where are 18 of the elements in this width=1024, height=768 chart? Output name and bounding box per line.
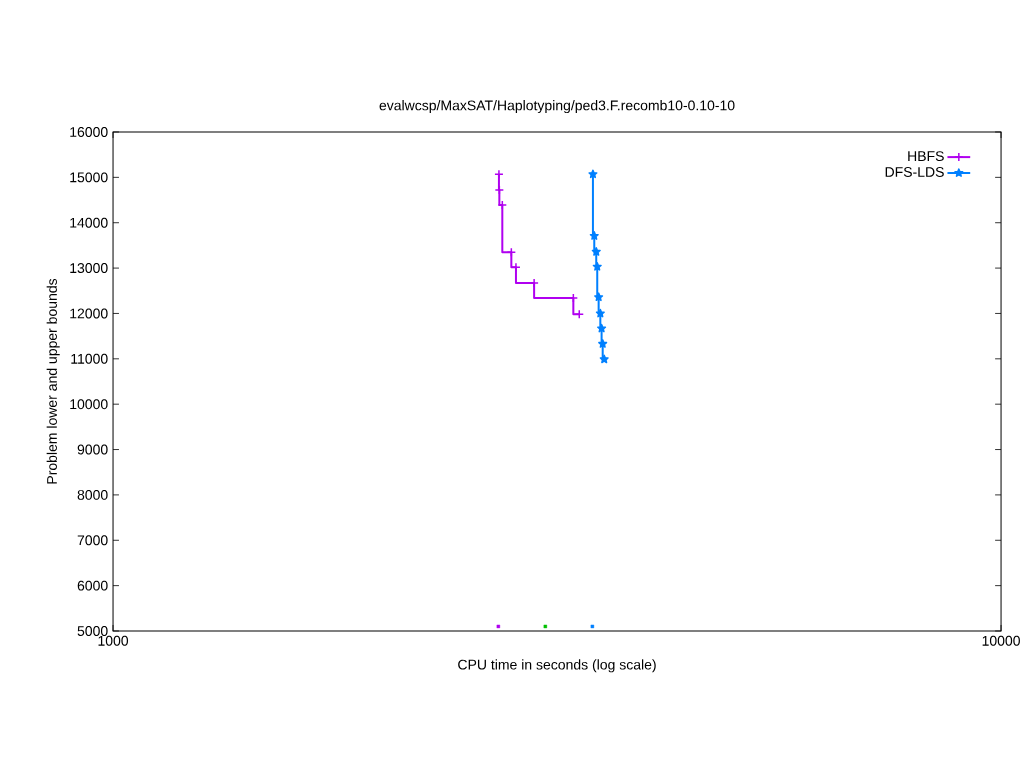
y-tick-label: 10000	[70, 399, 108, 410]
y-tick-label: 12000	[70, 308, 108, 319]
legend-label: DFS-LDS	[885, 167, 944, 177]
x-tick-label: 1000	[98, 635, 129, 646]
y-tick-label: 13000	[70, 263, 108, 274]
y-tick-label: 8000	[77, 489, 108, 500]
legend-label: HBFS	[908, 151, 944, 162]
y-tick-label: 9000	[77, 444, 108, 455]
y-axis-title: Problem lower and upper bounds	[46, 278, 60, 484]
y-tick-label: 6000	[77, 580, 108, 591]
x-axis-title: CPU time in seconds (log scale)	[458, 659, 656, 673]
y-tick-label: 7000	[77, 535, 108, 546]
chart-title: evalwcsp/MaxSAT/Haplotyping/ped3.F.recomb10-0.10-10	[379, 100, 735, 114]
y-tick-label: 14000	[70, 217, 108, 228]
y-tick-label: 15000	[70, 172, 108, 183]
y-tick-label: 5000	[77, 626, 108, 636]
y-tick-label: 11000	[71, 353, 108, 364]
y-tick-label: 16000	[70, 127, 108, 137]
